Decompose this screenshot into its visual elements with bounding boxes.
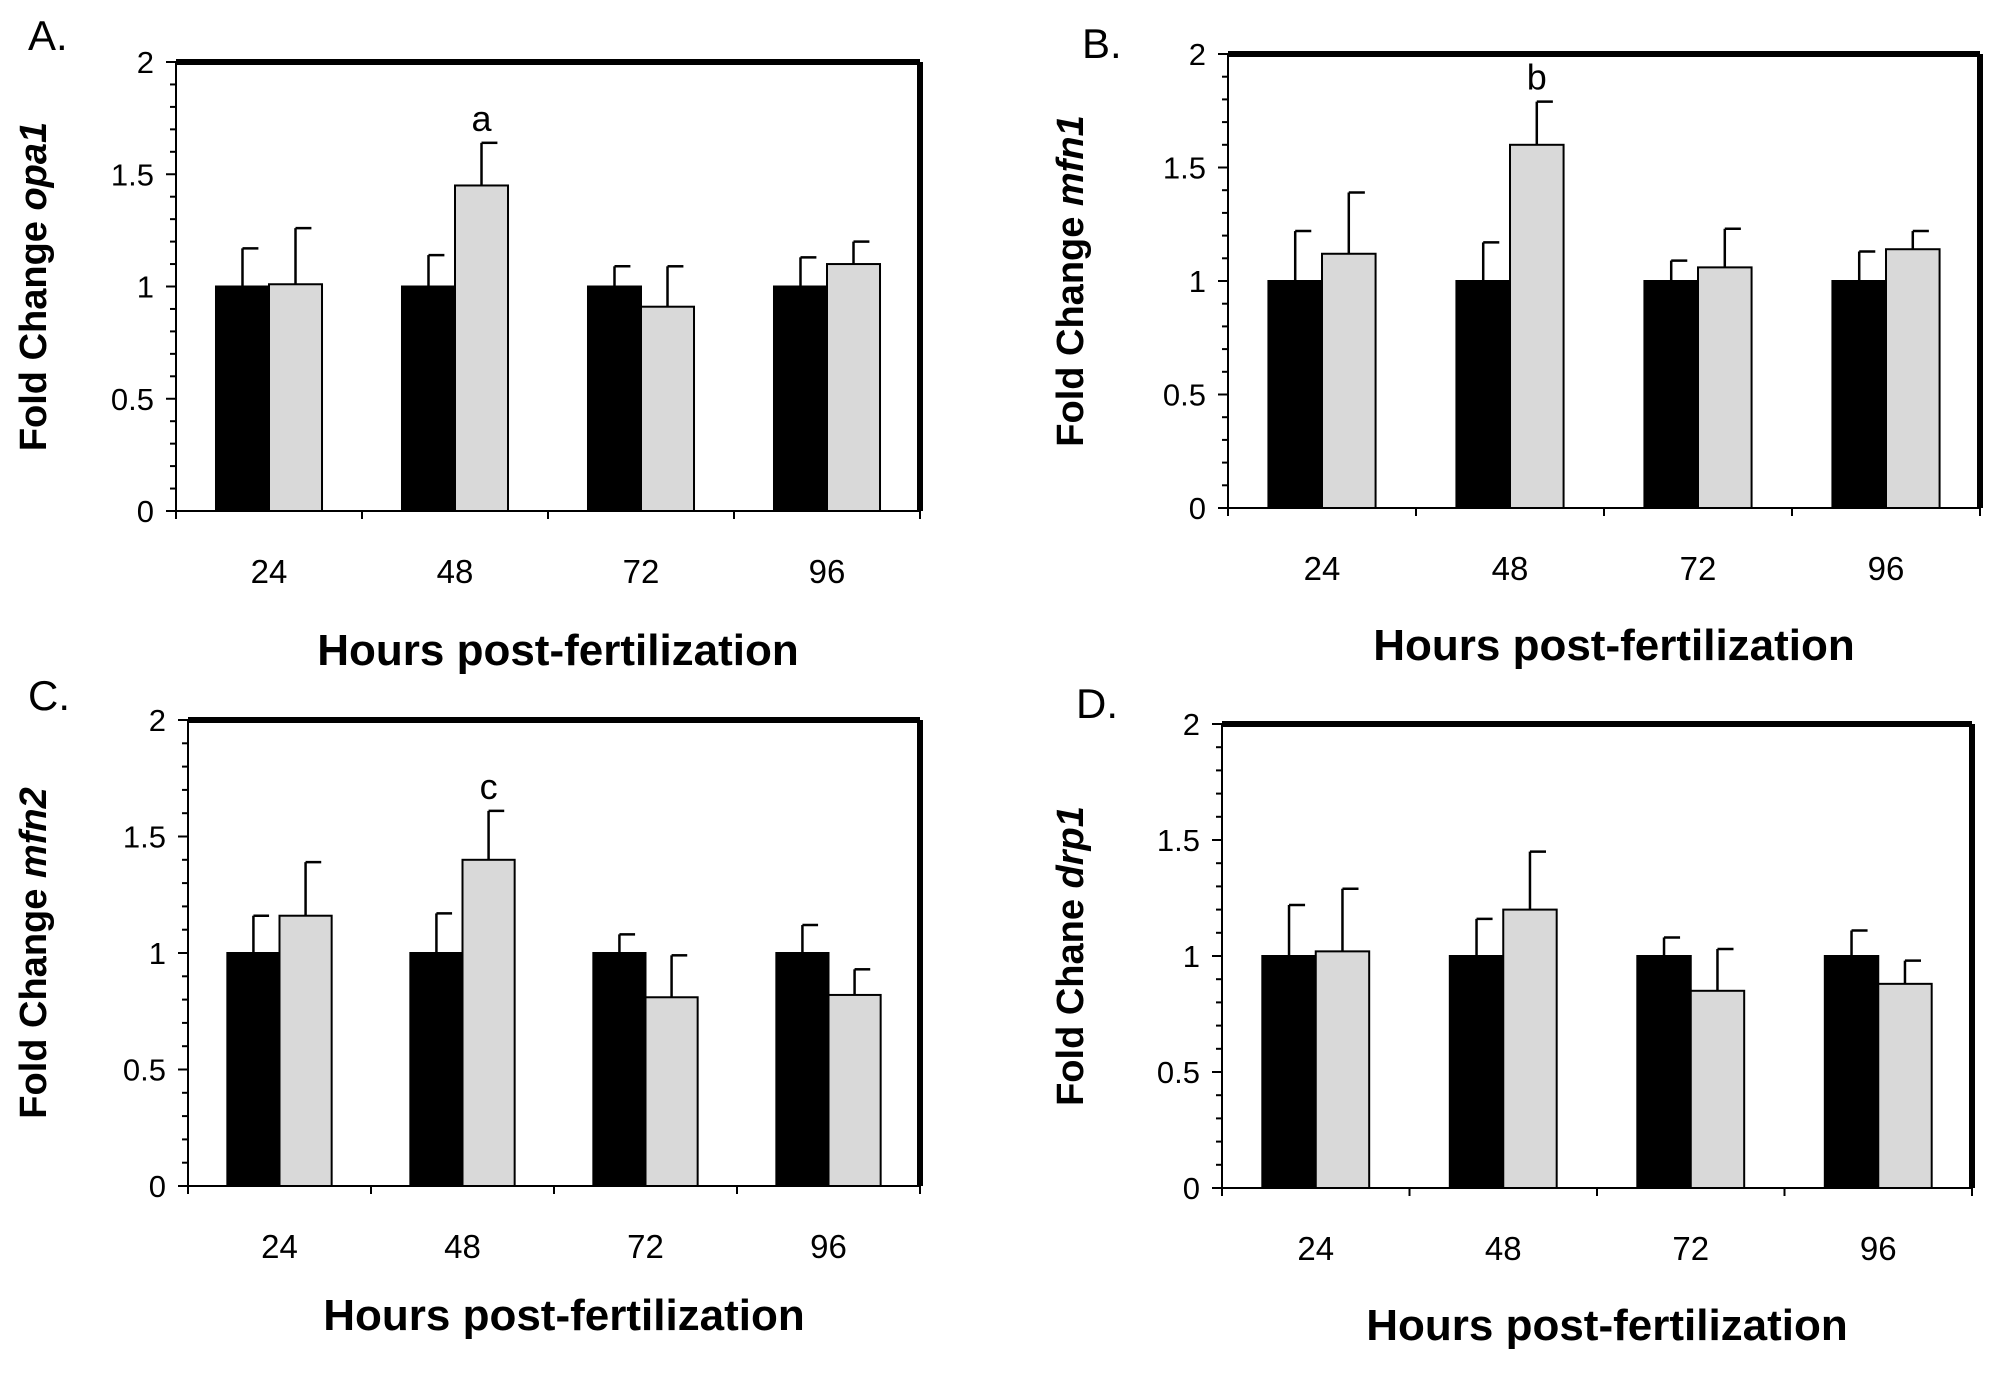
bar	[772, 285, 828, 512]
panel-label: D.	[1076, 680, 1118, 727]
x-tick-label: 96	[1868, 550, 1905, 587]
x-tick-label: 72	[1672, 1230, 1709, 1267]
panel-label: A.	[28, 12, 68, 59]
x-tick-label: 48	[444, 1228, 481, 1265]
y-tick-label: 0.5	[111, 382, 154, 417]
y-tick-label: 1	[149, 936, 166, 971]
significance-label: c	[480, 766, 498, 807]
y-tick-label: 1	[137, 270, 154, 305]
chart-panel-0: 0 0.5 1 1.5 2 a 24 48 72 96 Hours post-fertilizati…	[13, 12, 923, 675]
x-axis-title: Hours post-fertilization	[1373, 621, 1855, 670]
bar	[1321, 252, 1377, 509]
y-tick-label: 0.5	[123, 1053, 166, 1088]
bar	[409, 952, 464, 1187]
bar	[592, 952, 647, 1187]
chart-panel-1: 0 0.5 1 1.5 2 b 24 48 72 96 Hours post-fertilizati…	[1050, 20, 1983, 670]
bar	[454, 184, 510, 512]
y-tick-label: 1.5	[111, 157, 154, 192]
y-tick-label: 0.5	[1157, 1055, 1200, 1090]
y-axis-title: Fold Change mfn1	[1050, 115, 1092, 446]
x-tick-label: 96	[1860, 1230, 1897, 1267]
bar	[400, 285, 456, 512]
bar	[1448, 955, 1505, 1189]
x-tick-label: 48	[1485, 1230, 1522, 1267]
panel-label: C.	[28, 672, 70, 719]
y-tick-label: 1.5	[123, 820, 166, 855]
bar	[1267, 280, 1324, 509]
x-tick-label: 96	[810, 1228, 847, 1265]
bar	[226, 952, 281, 1187]
bar	[1697, 266, 1753, 509]
chart-panel-3: 0 0.5 1 1.5 2 24 48 72 96 Hours post-fertilizatio…	[1050, 680, 1975, 1350]
significance-label: a	[471, 98, 492, 139]
panel-label: B.	[1082, 20, 1122, 67]
y-tick-label: 2	[1189, 37, 1206, 72]
y-tick-label: 1.5	[1163, 151, 1206, 186]
x-tick-label: 48	[1492, 550, 1529, 587]
y-tick-label: 1	[1189, 264, 1206, 299]
y-axis-title: Fold Change mfn2	[13, 787, 55, 1118]
bar	[214, 285, 271, 512]
x-tick-label: 24	[251, 553, 288, 590]
x-tick-label: 24	[1304, 550, 1341, 587]
bar	[1455, 280, 1512, 509]
x-axis-title: Hours post-fertilization	[1366, 1301, 1848, 1350]
bar	[640, 305, 696, 512]
x-tick-label: 24	[1297, 1230, 1334, 1267]
y-axis-title: Fold Chane drp1	[1050, 806, 1092, 1106]
y-tick-label: 1	[1183, 939, 1200, 974]
bar	[1885, 248, 1941, 509]
bar	[1502, 908, 1558, 1189]
x-tick-label: 72	[623, 553, 660, 590]
bar	[278, 914, 333, 1187]
bar	[268, 283, 324, 512]
x-tick-label: 48	[437, 553, 474, 590]
x-tick-label: 96	[809, 553, 846, 590]
y-tick-label: 2	[1183, 707, 1200, 742]
y-tick-label: 0	[137, 494, 154, 529]
y-tick-label: 2	[137, 45, 154, 80]
y-tick-label: 0	[149, 1169, 166, 1204]
y-tick-label: 0	[1183, 1171, 1200, 1206]
bar	[461, 858, 516, 1187]
y-tick-label: 0.5	[1163, 378, 1206, 413]
bar	[1689, 989, 1746, 1189]
x-tick-label: 24	[261, 1228, 298, 1265]
significance-label: b	[1527, 57, 1547, 98]
y-tick-label: 1.5	[1157, 823, 1200, 858]
bar	[1314, 950, 1371, 1189]
x-axis-title: Hours post-fertilization	[317, 626, 799, 675]
bar	[1831, 280, 1888, 509]
bar	[775, 952, 830, 1187]
x-tick-label: 72	[1680, 550, 1717, 587]
x-axis-title: Hours post-fertilization	[323, 1291, 805, 1340]
bar	[644, 996, 699, 1188]
bar	[826, 263, 882, 512]
bar	[1823, 955, 1880, 1189]
bar	[586, 285, 642, 512]
y-tick-label: 0	[1189, 491, 1206, 526]
bar	[1877, 982, 1933, 1190]
bar	[1509, 143, 1565, 510]
x-tick-label: 72	[627, 1228, 664, 1265]
y-axis-title: Fold Change opa1	[13, 122, 55, 451]
y-tick-label: 2	[149, 703, 166, 738]
bar	[827, 993, 882, 1187]
bar	[1636, 955, 1692, 1189]
bar	[1261, 955, 1317, 1189]
bar	[1643, 280, 1700, 509]
